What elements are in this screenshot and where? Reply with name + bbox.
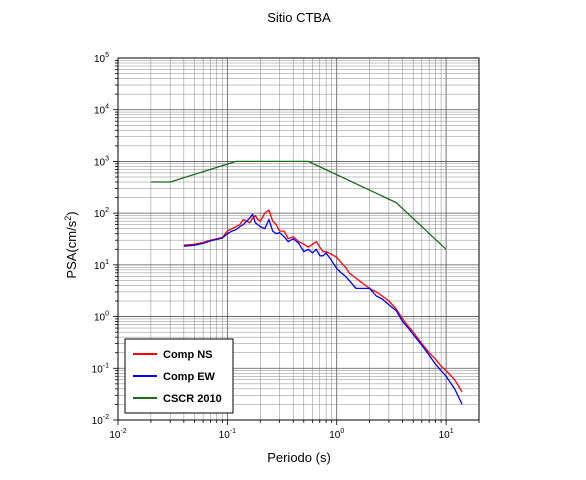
y-tick-label-exponent: 1 — [105, 259, 109, 266]
y-axis-label-close: ) — [64, 211, 79, 215]
series-line-comp-ns — [183, 209, 463, 393]
plot-frame — [117, 57, 480, 421]
y-tick-label-exponent: -2 — [103, 414, 109, 421]
y-axis-label: PSA(cm/s2) — [63, 211, 79, 278]
x-tick-label-base: 10 — [109, 430, 121, 441]
x-tick-labels: 10-2 10-1 100 101 — [109, 428, 453, 441]
grid-lines — [117, 58, 480, 421]
x-tick-label-exponent: -1 — [230, 428, 236, 435]
y-tick-label: 102 — [94, 207, 109, 220]
chart-legend: Comp NS Comp EW CSCR 2010 — [124, 338, 234, 414]
x-tick-label-exponent: 1 — [450, 428, 454, 435]
x-tick-label-base: 10 — [219, 430, 231, 441]
y-tick-label-base: 10 — [94, 106, 106, 117]
y-axis-label-base: PSA(cm/s — [64, 220, 79, 278]
x-tick-label: 100 — [329, 428, 344, 441]
series-lines — [150, 160, 463, 405]
y-tick-label-base: 10 — [94, 157, 106, 168]
x-tick-label-exponent: -2 — [120, 428, 126, 435]
y-tick-label: 101 — [94, 259, 109, 272]
y-tick-label-base: 10 — [94, 313, 106, 324]
y-tick-label: 100 — [94, 311, 109, 324]
x-axis-label: Periodo (s) — [267, 450, 331, 465]
y-tick-label-exponent: 2 — [105, 207, 109, 214]
axis-ticks — [113, 59, 480, 425]
x-tick-label: 101 — [439, 428, 454, 441]
y-tick-label: 105 — [94, 52, 109, 65]
x-tick-label-base: 10 — [329, 430, 341, 441]
y-tick-label-exponent: 3 — [105, 155, 109, 162]
y-tick-label-exponent: 0 — [105, 311, 109, 318]
x-tick-label-base: 10 — [439, 430, 451, 441]
x-tick-label: 10-1 — [219, 428, 236, 441]
y-tick-label-base: 10 — [92, 364, 104, 375]
y-tick-label: 104 — [94, 104, 109, 117]
legend-label-comp-ns: Comp NS — [163, 349, 213, 361]
x-tick-label: 10-2 — [109, 428, 126, 441]
y-tick-label: 10-1 — [92, 362, 109, 375]
legend-label-cscr-2010: CSCR 2010 — [163, 393, 222, 405]
y-tick-label-exponent: 5 — [105, 52, 109, 59]
y-axis-label-sup: 2 — [63, 216, 73, 221]
series-line-comp-ew — [183, 213, 463, 405]
series-line-cscr-2010 — [150, 160, 447, 250]
y-tick-label-base: 10 — [94, 209, 106, 220]
chart-title: Sitio CTBA — [267, 10, 331, 25]
y-tick-label-base: 10 — [94, 261, 106, 272]
y-tick-label-exponent: 4 — [105, 104, 109, 111]
legend-label-comp-ew: Comp EW — [163, 371, 216, 383]
y-tick-label: 10-2 — [92, 414, 109, 427]
x-tick-label-exponent: 0 — [340, 428, 344, 435]
y-tick-label-base: 10 — [94, 54, 106, 65]
y-tick-label: 103 — [94, 155, 109, 168]
y-tick-label-base: 10 — [92, 416, 104, 427]
y-tick-label-exponent: -1 — [103, 362, 109, 369]
